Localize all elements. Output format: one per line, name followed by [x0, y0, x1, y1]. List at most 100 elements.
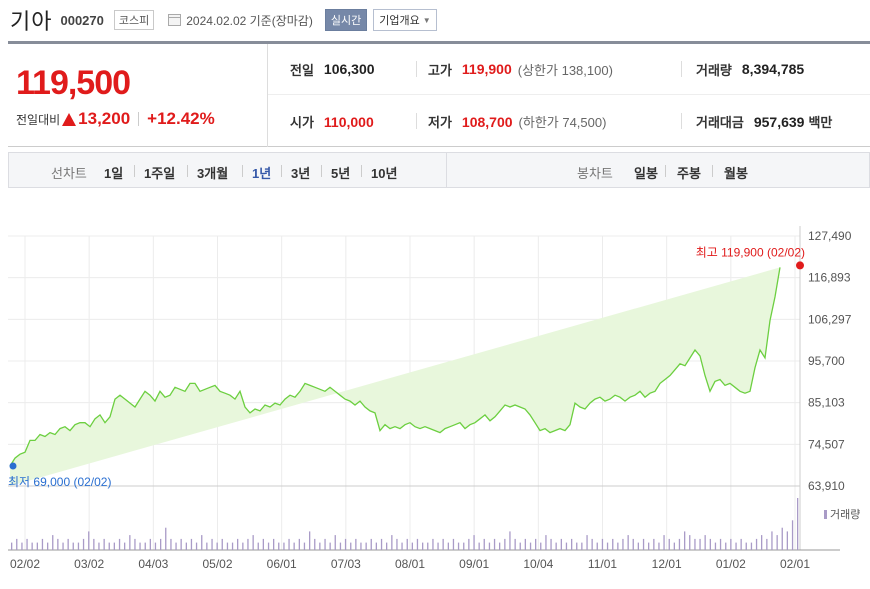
volume-bar	[617, 542, 619, 550]
volume-bar	[725, 542, 727, 550]
volume-bar	[709, 538, 711, 550]
volume-bar	[242, 542, 244, 550]
volume-bar	[180, 538, 182, 550]
volume-bar	[447, 542, 449, 550]
max-annotation: 최고 119,900 (02/02)	[696, 245, 805, 259]
high-label: 고가	[428, 62, 452, 78]
volume-bar	[324, 538, 326, 550]
volume-bar	[473, 535, 475, 550]
volume-bar	[350, 542, 352, 550]
period-1d[interactable]: 1일	[104, 166, 124, 181]
divider	[665, 165, 666, 177]
volume-bar	[684, 531, 686, 550]
change-row: 전일대비 13,200 +12.42%	[16, 109, 215, 129]
period-3y[interactable]: 3년	[291, 166, 311, 181]
price-chart[interactable]: 127,490 116,893 106,297 95,700 85,103 74,507 6…	[0, 190, 870, 589]
price-area-fill	[10, 267, 780, 486]
period-3m[interactable]: 3개월	[197, 166, 229, 181]
x-tick-label: 07/03	[331, 557, 361, 571]
volume-bar	[576, 542, 578, 550]
volume-bar	[47, 542, 49, 550]
volume-bar	[334, 535, 336, 550]
volume-bar	[195, 542, 198, 550]
y-tick-label: 116,893	[808, 271, 851, 285]
divider	[681, 61, 682, 77]
volume-bar	[226, 542, 229, 550]
quote-row-1: 전일 106,300 고가 119,900 (상한가 138,100) 거래량 …	[268, 44, 870, 95]
volume-bar	[571, 538, 573, 550]
period-10y[interactable]: 10년	[371, 166, 398, 181]
candle-daily[interactable]: 일봉	[634, 166, 658, 181]
volume-bar	[406, 538, 408, 550]
volume-bar	[118, 538, 121, 550]
volume-bar	[509, 531, 511, 550]
volume-bar	[437, 542, 439, 550]
volume-legend-label: 거래량	[830, 508, 860, 521]
volume-bar	[632, 538, 634, 550]
volume-bar	[791, 520, 794, 550]
volume-bar	[535, 538, 537, 550]
volume-bar	[185, 542, 187, 550]
chevron-down-icon: ▼	[422, 15, 431, 25]
volume-bar	[11, 542, 13, 550]
volume-bar	[755, 538, 758, 550]
volume-bar	[411, 542, 413, 550]
volume-bar	[714, 542, 717, 550]
volume-bar	[288, 538, 290, 550]
price-area: 119,500 전일대비 13,200 +12.42%	[8, 44, 268, 147]
volume-bar	[82, 538, 85, 550]
volume-bar	[309, 531, 311, 550]
volume-bar	[129, 535, 131, 550]
volume-bar	[298, 538, 300, 550]
base-date: 2024.02.02 기준(장마감)	[168, 12, 313, 29]
realtime-button[interactable]: 실시간	[324, 9, 368, 31]
volume-bar	[355, 538, 357, 550]
volume-bar	[776, 535, 778, 550]
volume-bar	[591, 538, 593, 550]
prev-close-label: 전일	[290, 62, 314, 78]
company-overview-button[interactable]: 기업개요 ▼	[373, 9, 437, 31]
volume-bar	[596, 542, 598, 550]
volume-bar	[113, 542, 115, 550]
candle-chart-label: 봉차트	[577, 166, 613, 181]
volume-bar	[67, 538, 69, 550]
volume-bar	[673, 542, 675, 550]
quote-row-2: 시가 110,000 저가 108,700 (하한가 74,500) 거래대금 …	[268, 96, 870, 147]
stock-code: 000270	[60, 12, 104, 28]
x-tick-label: 09/01	[459, 557, 489, 571]
x-tick-label: 10/04	[523, 557, 553, 571]
period-bar: 선차트 1일 1주일 3개월 1년 3년 5년 10년 봉차트 일봉 주봉 월봉	[8, 152, 870, 188]
volume-bar	[16, 538, 18, 550]
period-1y[interactable]: 1년	[252, 166, 272, 181]
volume-bar	[601, 538, 604, 550]
volume-bar	[380, 538, 383, 550]
candle-weekly[interactable]: 주봉	[677, 166, 701, 181]
volume-bar	[560, 538, 562, 550]
volume-bar	[468, 538, 470, 550]
volume-bar	[422, 542, 424, 550]
divider	[416, 113, 417, 129]
period-5y[interactable]: 5년	[331, 166, 351, 181]
x-tick-label: 06/01	[267, 557, 297, 571]
volume-bar	[216, 542, 218, 550]
volume-bar	[478, 542, 480, 550]
period-1w[interactable]: 1주일	[144, 166, 176, 181]
volume-bar	[88, 531, 90, 550]
x-tick-label: 05/02	[202, 557, 232, 571]
volume-bar	[396, 538, 398, 550]
trade-value-value: 957,639	[753, 113, 805, 130]
volume-bar	[648, 542, 650, 550]
low-label: 저가	[428, 115, 452, 130]
volume-bar	[273, 538, 275, 550]
volume-bar	[766, 538, 768, 550]
volume-bar	[740, 538, 742, 550]
stock-name: 기아	[10, 9, 53, 34]
volume-bar	[622, 538, 624, 550]
volume-bar	[401, 542, 403, 550]
candle-monthly[interactable]: 월봉	[724, 166, 748, 181]
volume-bar	[386, 542, 388, 550]
volume-bar	[529, 542, 532, 550]
volume-bar	[488, 542, 491, 550]
volume-bar	[52, 535, 54, 550]
volume-bar	[483, 538, 485, 550]
